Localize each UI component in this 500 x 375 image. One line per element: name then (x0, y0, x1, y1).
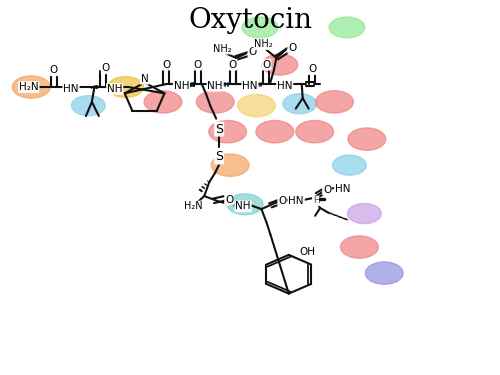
Text: Oxytocin: Oxytocin (188, 7, 312, 34)
Text: H₂N: H₂N (184, 201, 203, 211)
Text: O: O (50, 65, 58, 75)
Text: OH: OH (300, 247, 316, 257)
Ellipse shape (296, 120, 334, 143)
Ellipse shape (211, 154, 249, 176)
Text: O: O (248, 46, 256, 57)
Text: NH: NH (208, 81, 223, 91)
Text: O: O (228, 60, 236, 70)
Text: O: O (162, 60, 170, 70)
Ellipse shape (208, 120, 246, 143)
Ellipse shape (348, 128, 386, 150)
Text: NH₂: NH₂ (254, 39, 272, 49)
Text: N: N (140, 74, 148, 84)
Text: O: O (225, 195, 233, 205)
Ellipse shape (12, 76, 50, 98)
Text: NH: NH (107, 84, 122, 94)
Ellipse shape (329, 17, 365, 38)
Ellipse shape (238, 94, 276, 117)
Text: HN: HN (277, 81, 292, 91)
Text: O: O (288, 43, 296, 53)
Ellipse shape (242, 17, 278, 38)
Text: S: S (215, 150, 223, 164)
Ellipse shape (108, 76, 144, 98)
Ellipse shape (283, 94, 316, 114)
Text: H: H (313, 196, 320, 206)
Text: H₂N: H₂N (19, 82, 38, 92)
Text: NH: NH (236, 201, 251, 211)
Ellipse shape (227, 194, 263, 214)
Text: O: O (323, 185, 331, 195)
Text: O: O (278, 196, 286, 206)
Ellipse shape (144, 91, 182, 113)
Text: O: O (102, 63, 110, 74)
Text: NH: NH (174, 81, 189, 91)
Text: O: O (262, 60, 270, 70)
Ellipse shape (366, 262, 403, 284)
Ellipse shape (262, 54, 298, 75)
Text: HN: HN (63, 84, 79, 94)
Ellipse shape (256, 120, 294, 143)
Ellipse shape (72, 96, 106, 116)
Ellipse shape (316, 91, 354, 113)
Text: O: O (194, 60, 202, 70)
Ellipse shape (348, 204, 382, 224)
Text: HN: HN (288, 196, 304, 206)
Ellipse shape (340, 236, 378, 258)
Ellipse shape (332, 155, 366, 175)
Ellipse shape (196, 91, 234, 113)
Text: S: S (215, 123, 223, 135)
Text: HN: HN (242, 81, 258, 91)
Text: O: O (308, 64, 316, 74)
Text: HN: HN (334, 184, 350, 194)
Text: NH₂: NH₂ (214, 44, 232, 54)
